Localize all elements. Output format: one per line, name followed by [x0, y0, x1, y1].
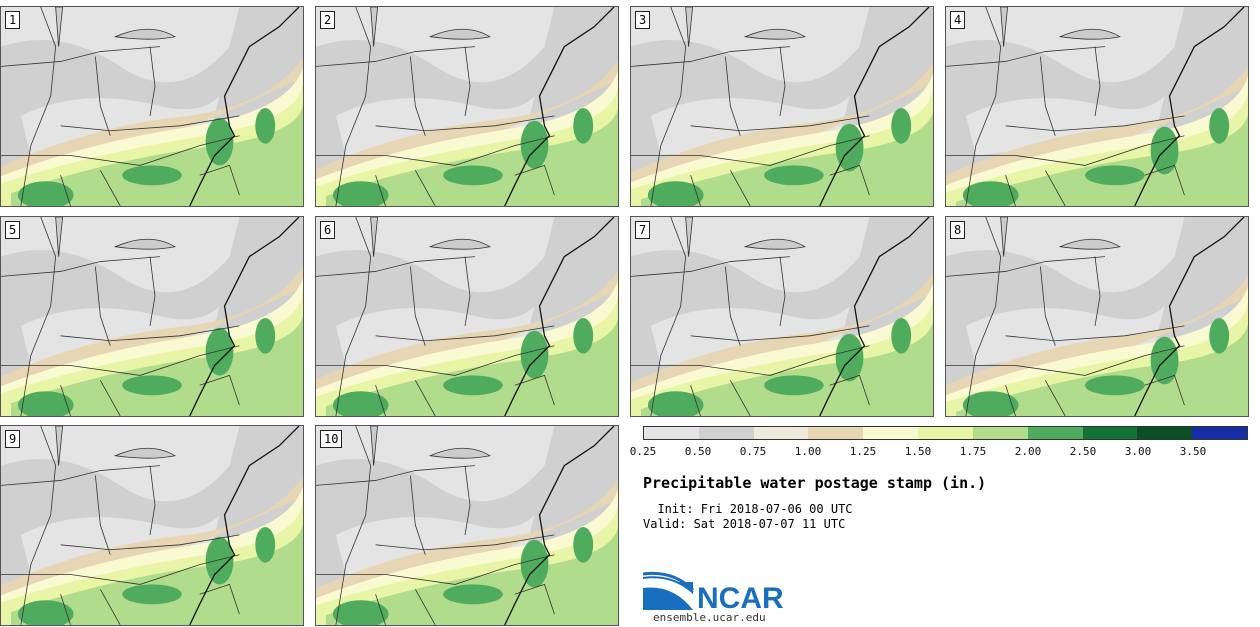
legend-tick: 1.25 [849, 445, 877, 458]
legend-swatch-7 [972, 427, 1028, 439]
pw-map-graphic [946, 7, 1248, 206]
legend-swatch-6 [918, 427, 973, 439]
logo-wordmark: NCAR [697, 582, 784, 610]
legend-swatch-2 [698, 427, 754, 439]
map-panel-1: 1 [0, 6, 304, 207]
map-panel-5: 5 [0, 216, 304, 417]
init-time: Init: Fri 2018-07-06 00 UTC [643, 502, 853, 516]
legend-swatch-5 [863, 427, 919, 439]
map-panel-3: 3 [630, 6, 934, 207]
map-panel-4: 4 [945, 6, 1249, 207]
panel-label: 9 [5, 430, 21, 448]
map-panel-9: 9 [0, 425, 304, 626]
panel-label: 1 [5, 11, 21, 29]
panel-label: 6 [320, 221, 336, 239]
legend-ticks: 0.25 0.50 0.75 1.00 1.25 1.50 1.75 2.00 … [630, 445, 1248, 459]
legend-tick: 1.00 [794, 445, 822, 458]
panel-label: 3 [635, 11, 651, 29]
legend-swatch-1 [644, 427, 699, 439]
pw-map-graphic [631, 217, 933, 416]
panel-label: 7 [635, 221, 651, 239]
map-panel-6: 6 [315, 216, 619, 417]
page-title: Precipitable water postage stamp (in.) [643, 474, 987, 492]
ncar-logo-mark [643, 571, 695, 610]
legend-swatch-8 [1027, 427, 1083, 439]
pw-map-graphic [1, 426, 303, 625]
legend-tick: 1.50 [904, 445, 932, 458]
legend-swatch-10 [1137, 427, 1193, 439]
pw-map-graphic [946, 217, 1248, 416]
legend-tick: 3.50 [1179, 445, 1207, 458]
panel-label: 5 [5, 221, 21, 239]
pw-map-graphic [316, 217, 618, 416]
legend-swatch-3 [753, 427, 809, 439]
legend-tick: 2.00 [1014, 445, 1042, 458]
map-panel-2: 2 [315, 6, 619, 207]
legend-swatch-11 [1192, 427, 1247, 439]
pw-map-graphic [316, 7, 618, 206]
map-panel-7: 7 [630, 216, 934, 417]
map-panel-10: 10 [315, 425, 619, 626]
legend-tick: 2.50 [1069, 445, 1097, 458]
panel-label: 4 [950, 11, 966, 29]
map-panel-8: 8 [945, 216, 1249, 417]
pw-map-graphic [316, 426, 618, 625]
ncar-logo: NCAR [643, 571, 784, 610]
panel-label: 2 [320, 11, 336, 29]
legend-tick: 0.50 [684, 445, 712, 458]
panel-label: 10 [320, 430, 343, 448]
pw-map-graphic [1, 7, 303, 206]
legend-tick: 0.75 [739, 445, 767, 458]
color-legend-bar [643, 426, 1248, 440]
site-url: ensemble.ucar.edu [653, 611, 766, 624]
valid-time: Valid: Sat 2018-07-07 11 UTC [643, 517, 846, 531]
legend-tick: 0.25 [629, 445, 657, 458]
pw-map-graphic [631, 7, 933, 206]
legend-swatch-9 [1082, 427, 1138, 439]
legend-swatch-4 [808, 427, 864, 439]
legend-tick: 1.75 [959, 445, 987, 458]
panel-label: 8 [950, 221, 966, 239]
pw-map-graphic [1, 217, 303, 416]
legend-tick: 3.00 [1124, 445, 1152, 458]
